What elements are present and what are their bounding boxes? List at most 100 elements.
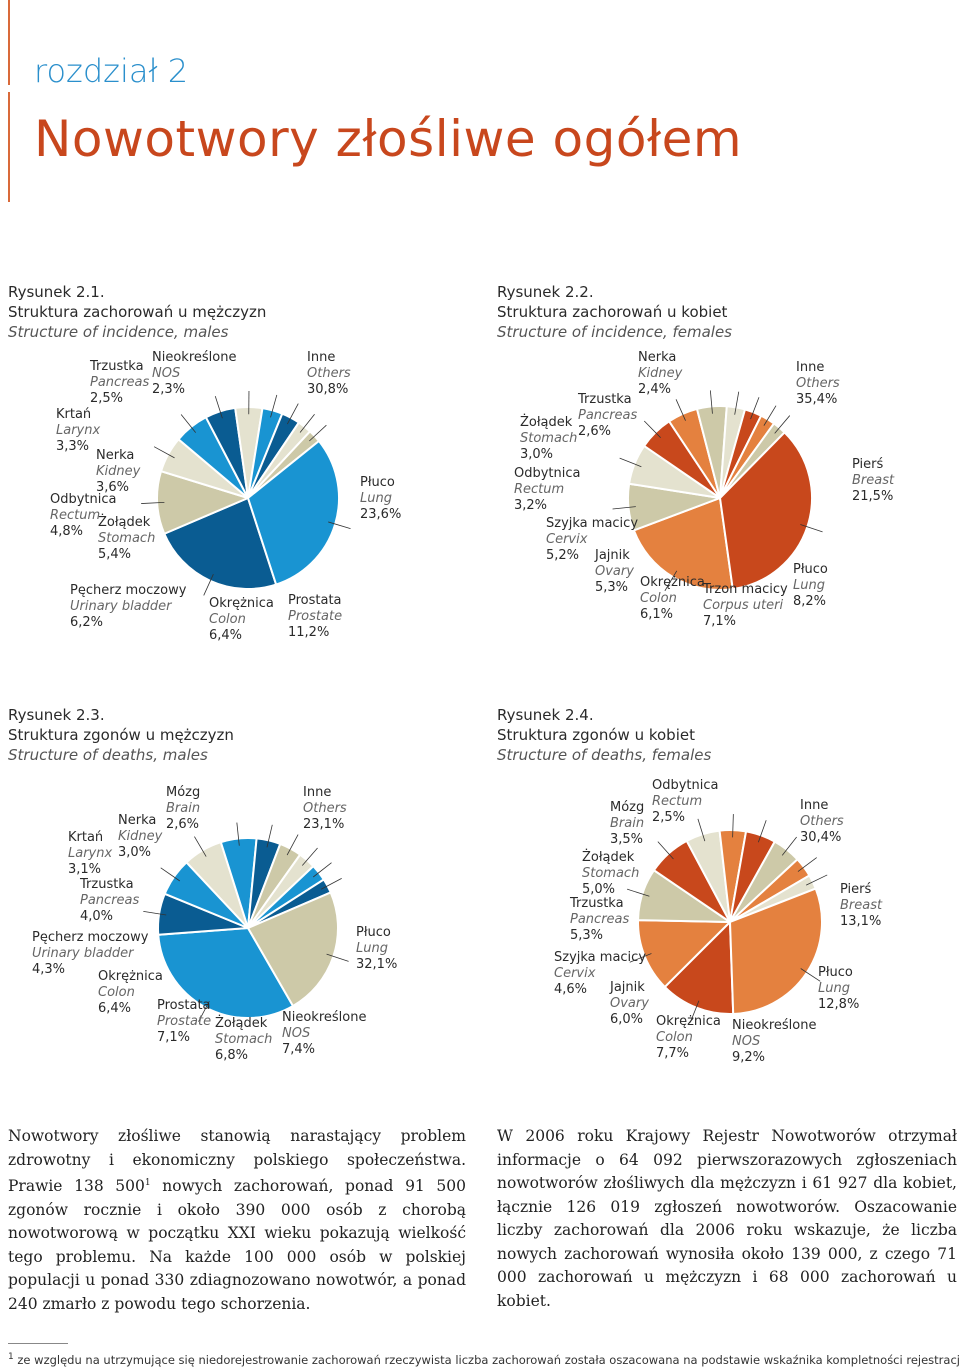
pie-chart-deaths-females: Pierś Breast 13,1% Płuco Lung 12,8% Nieokreślo… [490, 770, 960, 1090]
leader-line [757, 820, 767, 843]
slice-label-pl: Płuco [360, 475, 395, 490]
slice-label-value: 6,1% [640, 607, 674, 622]
slice-label-pl: Inne [307, 350, 336, 365]
slice-label-pl: Krtań [56, 407, 92, 422]
slice-label-breast: Pierś Breast 21,5% [852, 457, 894, 505]
slice-label-en: Stomach [520, 431, 578, 446]
figure-1-header: Rysunek 2.1. Struktura zachorowań u mężc… [8, 282, 266, 342]
slice-label-pancreas: Trzustka Pancreas 2,6% [578, 392, 637, 440]
slice-label-value: 9,2% [732, 1050, 766, 1065]
leader-line [320, 877, 342, 890]
slice-label-stomach: Żołądek Stomach 6,8% [215, 1016, 272, 1064]
slice-label-value: 21,5% [852, 489, 894, 504]
slice-label-value: 6,4% [209, 628, 243, 643]
slice-label-value: 12,8% [818, 997, 860, 1012]
slice-label-en: Others [800, 814, 844, 829]
leader-line [266, 824, 273, 848]
leader-line [299, 413, 315, 433]
leader-line [214, 396, 223, 419]
slice-label-pl: Trzustka [90, 359, 144, 374]
leader-line [806, 874, 828, 886]
slice-label-pl: Odbytnica [514, 466, 581, 481]
slice-label-lung: Płuco Lung 23,6% [360, 475, 401, 523]
slice-label-en: Ovary [610, 996, 649, 1011]
slice-label-others: Inne Others 35,4% [796, 360, 840, 408]
slice-label-en: Lung [360, 491, 392, 506]
slice-label-en: Others [307, 366, 351, 381]
slice-label-stomach: Żołądek Stomach 3,0% [520, 415, 577, 463]
footnote-rule [8, 1343, 68, 1344]
slice-label-lung: Płuco Lung 12,8% [818, 965, 859, 1013]
figure-1-id: Rysunek 2.1. [8, 283, 105, 301]
slice-label-pl: Inne [796, 360, 825, 375]
leader-line [328, 521, 351, 529]
figure-4-title-en: Structure of deaths, females [497, 746, 712, 764]
leader-line [629, 953, 652, 963]
slice-label-value: 6,8% [215, 1048, 249, 1063]
slice-label-larynx: Krtań Larynx 3,1% [68, 830, 112, 878]
figure-1-title: Struktura zachorowań u mężczyzn [8, 303, 267, 321]
slice-label-others: Inne Others 30,4% [800, 798, 844, 846]
slice-label-pl: Okrężnica [640, 575, 705, 590]
leader-line [203, 574, 214, 596]
slice-label-breast: Pierś Breast 13,1% [840, 882, 882, 930]
slice-label-value: 7,7% [656, 1046, 690, 1061]
leader-line [236, 822, 240, 846]
slice-label-pancreas: Trzustka Pancreas 4,0% [80, 877, 139, 925]
figure-4-header: Rysunek 2.4. Struktura zgonów u kobiet S… [497, 705, 711, 765]
slice-label-value: 7,4% [282, 1042, 316, 1057]
slice-label-value: 4,0% [80, 909, 114, 924]
slice-label-rectum: Odbytnica Rectum 2,5% [652, 778, 719, 826]
slice-label-value: 5,0% [582, 882, 616, 897]
slice-label-value: 13,1% [840, 914, 882, 929]
slice-label-value: 23,1% [303, 817, 345, 832]
slice-label-pl: Odbytnica [652, 778, 719, 793]
leader-line [781, 836, 797, 856]
pie-chart-incidence-males: Płuco Lung 23,6% Prostata Prostate 11,2% Okręż… [0, 350, 480, 670]
slice-label-brain: Mózg Brain 3,5% [610, 800, 644, 848]
slice-label-value: 3,5% [610, 832, 644, 847]
page-title: Nowotwory złośliwe ogółem [34, 110, 743, 168]
leader-line [302, 847, 318, 866]
footnote-ref: 1 [144, 1178, 151, 1188]
slice-label-value: 3,0% [520, 447, 554, 462]
slice-label-en: Lung [818, 981, 850, 996]
slice-label-value: 6,0% [610, 1012, 644, 1027]
slice-label-prostate: Prostata Prostate 11,2% [288, 593, 342, 641]
leader-line [180, 414, 196, 433]
pie-chart-deaths-males: Płuco Lung 32,1% Nieokreślone NOS 7,4% Żołądek… [0, 780, 480, 1090]
slice-label-value: 3,2% [514, 498, 548, 513]
leader-line [800, 968, 821, 982]
slice-label-pl: Pierś [840, 882, 872, 897]
slice-label-value: 5,3% [595, 580, 629, 595]
leader-line [797, 857, 817, 872]
slice-label-pl: Okrężnica [209, 596, 274, 611]
slice-label-pl: Pęcherz moczowy [32, 930, 149, 945]
slice-label-value: 30,4% [800, 830, 842, 845]
slice-label-pl: Żołądek [98, 515, 151, 530]
slice-label-value: 2,6% [578, 424, 612, 439]
figure-3-id: Rysunek 2.3. [8, 706, 105, 724]
figure-2-title: Struktura zachorowań u kobiet [497, 303, 728, 321]
slice-label-en: Urinary bladder [32, 946, 134, 961]
paragraph-right: W 2006 roku Krajowy Rejestr Nowotworów o… [497, 1127, 957, 1310]
slice-label-pl: Inne [303, 785, 332, 800]
slice-label-en: Others [796, 376, 840, 391]
slice-label-en: Breast [840, 898, 883, 913]
pie-svg [143, 822, 349, 1022]
slice-label-value: 7,1% [703, 614, 737, 629]
slice-label-pl: Okrężnica [656, 1014, 721, 1029]
pie-svg [612, 390, 823, 592]
slice-label-pl: Szyjka macicy [546, 516, 639, 531]
slice-label-pl: Nerka [638, 350, 677, 365]
slice-label-stomach: Żołądek Stomach 5,4% [98, 515, 155, 563]
slice-label-value: 35,4% [796, 392, 838, 407]
slice-label-en: Larynx [56, 423, 101, 438]
slice-label-pancreas: Trzustka Pancreas 2,5% [90, 359, 149, 407]
leader-line [286, 403, 299, 425]
slice-label-pl: Nieokreślone [732, 1018, 817, 1033]
figure-3-title: Struktura zgonów u mężczyzn [8, 726, 234, 744]
slice-label-nos: Nieokreślone NOS 2,3% [152, 350, 236, 398]
slice-label-value: 8,2% [793, 594, 827, 609]
figure-2-title-en: Structure of incidence, females [497, 323, 732, 341]
